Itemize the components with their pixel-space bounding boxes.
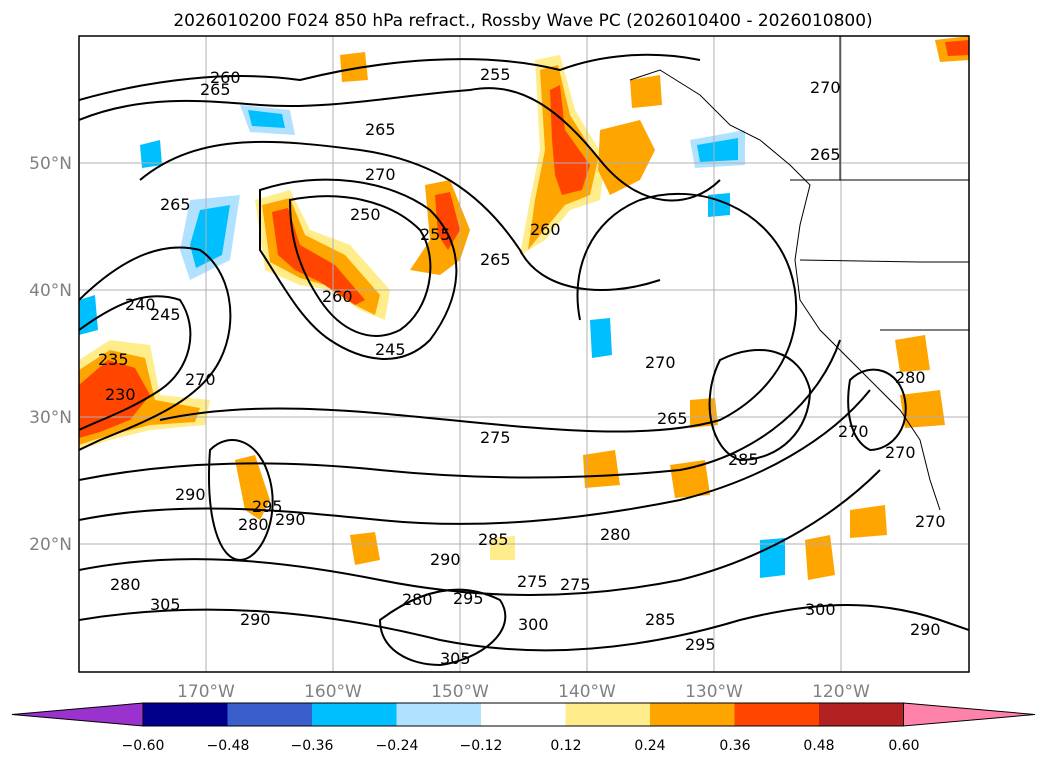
contour-label: 290 — [240, 610, 271, 629]
colorbar-extension-left — [11, 702, 144, 727]
contour-label: 300 — [805, 600, 836, 619]
contour-label: 240 — [125, 295, 156, 314]
lon-label: 170°W — [177, 682, 235, 702]
contour-label: 255 — [480, 65, 511, 84]
colorbar-segment — [396, 703, 482, 726]
contour-label: 290 — [910, 620, 941, 639]
contour-label: 285 — [645, 610, 676, 629]
contour-label: 270 — [885, 443, 916, 462]
colorbar-segment — [734, 703, 820, 726]
lon-label: 130°W — [685, 682, 743, 702]
contour-label: 260 — [530, 220, 561, 239]
contour-label: 290 — [275, 510, 306, 529]
contour-label: 290 — [175, 485, 206, 504]
contour-label: 230 — [105, 385, 136, 404]
contour-label: 300 — [518, 615, 549, 634]
colorbar-tick-label: 0.60 — [888, 738, 919, 754]
contour-label: 235 — [98, 350, 129, 369]
contour-label: 280 — [895, 368, 926, 387]
contour-label: 260 — [210, 68, 241, 87]
contour-label: 265 — [657, 409, 688, 428]
contour-label: 295 — [685, 635, 716, 654]
contour-label: 270 — [810, 78, 841, 97]
contour-label: 270 — [185, 370, 216, 389]
contour-label: 275 — [517, 572, 548, 591]
coastline — [629, 36, 969, 511]
contour-label: 280 — [238, 515, 269, 534]
contour-label: 265 — [365, 120, 396, 139]
lon-label: 150°W — [431, 682, 489, 702]
contour-label: 290 — [430, 550, 461, 569]
contour-label: 280 — [600, 525, 631, 544]
colorbar-extension-right — [903, 702, 1036, 727]
colorbar-tick-label: 0.24 — [634, 738, 665, 754]
contour-label: 305 — [150, 595, 181, 614]
lat-label: 30°N — [29, 408, 72, 428]
contour-label: 275 — [480, 428, 511, 447]
lon-label: 120°W — [812, 682, 870, 702]
contour-label: 270 — [838, 422, 869, 441]
colorbar-tick-label: 0.36 — [719, 738, 750, 754]
gridlines — [79, 36, 969, 672]
contour-label: 285 — [728, 450, 759, 469]
colorbar-segment — [819, 703, 904, 726]
contour-label: 275 — [560, 575, 591, 594]
contour-label: 265 — [160, 195, 191, 214]
contour-label: 255 — [420, 225, 451, 244]
colorbar-tick-label: −0.24 — [376, 738, 419, 754]
map-frame — [78, 35, 970, 673]
colorbar-tick-label: 0.48 — [803, 738, 834, 754]
map-area: 260 265 255 270 265 250 255 265 260 265 … — [79, 36, 969, 672]
contour-label: 250 — [350, 205, 381, 224]
colorbar — [11, 702, 1036, 727]
lon-label: 140°W — [558, 682, 616, 702]
contour-label: 265 — [480, 250, 511, 269]
latitude-labels: 50°N 40°N 30°N 20°N — [29, 154, 72, 555]
contour-label: 295 — [453, 589, 484, 608]
contour-label: 270 — [645, 353, 676, 372]
colorbar-segment — [227, 703, 313, 726]
longitude-labels: 170°W 160°W 150°W 140°W 130°W 120°W — [177, 682, 870, 702]
colorbar-tick-labels: −0.60 −0.48 −0.36 −0.24 −0.12 0.12 0.24 … — [122, 738, 920, 754]
colorbar-tick-label: 0.12 — [550, 738, 581, 754]
contour-label: 245 — [375, 340, 406, 359]
contour-label: 295 — [252, 497, 283, 516]
contour-label: 305 — [440, 649, 471, 668]
contour-label: 280 — [110, 575, 141, 594]
colorbar-tick-label: −0.12 — [460, 738, 503, 754]
colorbar-segment — [312, 703, 397, 726]
shading-layer — [79, 36, 969, 580]
colorbar-tick-label: −0.36 — [291, 738, 334, 754]
lat-label: 50°N — [29, 154, 72, 174]
contour-label: 270 — [915, 512, 946, 531]
colorbar-frame — [142, 702, 904, 727]
colorbar-segment — [481, 703, 566, 726]
colorbar-segment — [143, 703, 228, 726]
colorbar-segment — [650, 703, 735, 726]
contour-lines — [79, 53, 969, 667]
contour-label: 280 — [402, 590, 433, 609]
colorbar-tick-label: −0.48 — [207, 738, 250, 754]
colorbar-tick-label: −0.60 — [122, 738, 165, 754]
contour-label: 270 — [365, 165, 396, 184]
contour-label: 265 — [810, 145, 841, 164]
colorbar-segment — [565, 703, 651, 726]
map-title: 2026010200 F024 850 hPa refract., Rossby… — [173, 11, 872, 31]
lat-label: 40°N — [29, 281, 72, 301]
contour-label: 265 — [200, 80, 231, 99]
contour-labels: 260 265 255 270 265 250 255 265 260 265 … — [98, 65, 946, 668]
contour-label: 245 — [150, 305, 181, 324]
lon-label: 160°W — [304, 682, 362, 702]
lat-label: 20°N — [29, 535, 72, 555]
contour-label: 260 — [322, 287, 353, 306]
contour-label: 285 — [478, 530, 509, 549]
